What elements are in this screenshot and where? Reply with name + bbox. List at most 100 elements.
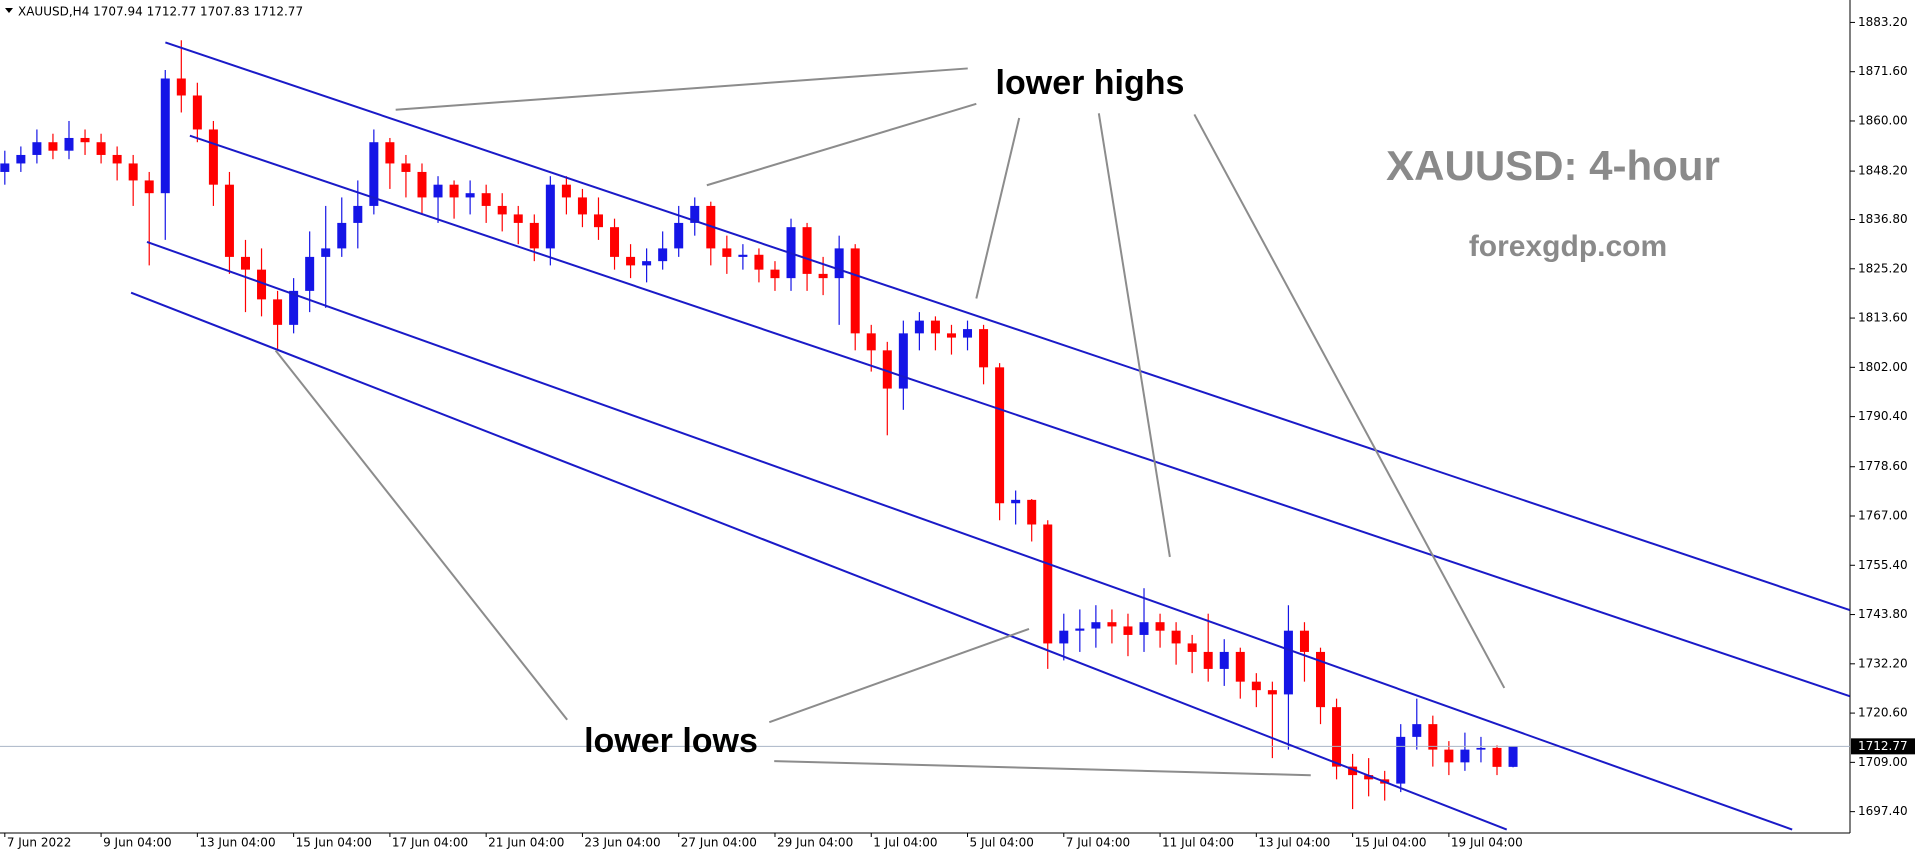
candle-body	[192, 95, 202, 130]
candle-body	[593, 214, 603, 228]
candle-body	[513, 214, 523, 223]
x-tick-label: 9 Jun 04:00	[103, 836, 172, 850]
y-tick-label: 1825.20	[1858, 261, 1908, 275]
candle-body	[273, 299, 283, 325]
candle-body	[144, 180, 154, 194]
candle-body	[818, 273, 828, 279]
pointer-line	[774, 761, 1311, 775]
y-tick-label: 1813.60	[1858, 311, 1908, 325]
candle-body	[433, 184, 443, 198]
candle-body	[1171, 630, 1181, 644]
candle-body	[1316, 651, 1326, 708]
y-tick-label: 1755.40	[1858, 558, 1908, 572]
candle-body	[1508, 746, 1518, 767]
candle-body	[802, 227, 812, 274]
candle-body	[1203, 651, 1213, 669]
y-tick-label: 1848.20	[1858, 164, 1908, 178]
candle-body	[529, 222, 539, 249]
chart-header: XAUUSD,H4 1707.94 1712.77 1707.83 1712.7…	[18, 5, 303, 19]
candle-body	[1139, 622, 1149, 635]
candle-body	[401, 163, 411, 172]
candle-body	[1075, 628, 1085, 631]
candle-body	[1444, 749, 1454, 763]
candle-body	[417, 171, 427, 198]
candle-body	[1332, 707, 1342, 767]
candle-body	[979, 329, 989, 368]
x-tick-label: 1 Jul 04:00	[873, 836, 937, 850]
candle-body	[1283, 630, 1293, 695]
candle-body	[289, 290, 299, 325]
candle-body	[1299, 630, 1309, 652]
candle-body	[128, 163, 138, 181]
candle-body	[1348, 766, 1358, 776]
candle-body	[930, 320, 940, 334]
candle-body	[385, 142, 395, 164]
candle-body	[754, 254, 764, 270]
candle-body	[224, 184, 234, 257]
x-tick-label: 15 Jul 04:00	[1355, 836, 1427, 850]
candle-body	[642, 261, 652, 266]
x-tick-label: 13 Jun 04:00	[199, 836, 275, 850]
candle-body	[353, 205, 363, 223]
y-tick-label: 1871.60	[1858, 64, 1908, 78]
x-tick-label: 29 Jun 04:00	[777, 836, 853, 850]
candle-body	[305, 256, 315, 291]
candle-body	[690, 205, 700, 223]
candle-body	[1235, 651, 1245, 682]
x-tick-label: 11 Jul 04:00	[1162, 836, 1234, 850]
annotation: lower lows	[584, 722, 758, 760]
candle-body	[577, 197, 587, 215]
candle-body	[1412, 724, 1422, 737]
y-tick-label: 1697.40	[1858, 804, 1908, 818]
candle-body	[658, 248, 668, 262]
candle-body	[850, 248, 860, 334]
candle-body	[898, 333, 908, 389]
candle-body	[369, 142, 379, 206]
y-tick-label: 1743.80	[1858, 607, 1908, 621]
candle-body	[1428, 724, 1438, 750]
menu-triangle	[5, 8, 13, 13]
candle-body	[674, 222, 684, 249]
candle-body	[1251, 681, 1261, 691]
candle-body	[946, 333, 956, 338]
y-tick-label: 1860.00	[1858, 113, 1908, 127]
x-tick-label: 21 Jun 04:00	[488, 836, 564, 850]
y-tick-label: 1836.80	[1858, 212, 1908, 226]
candle-body	[240, 256, 250, 270]
x-tick-label: 5 Jul 04:00	[970, 836, 1034, 850]
channel-line	[131, 293, 1507, 830]
candle-body	[610, 227, 620, 257]
candle-body	[738, 254, 748, 257]
candle-body	[1364, 775, 1374, 780]
x-tick-label: 7 Jun 2022	[7, 836, 72, 850]
candle-body	[866, 333, 876, 351]
pointer-line	[769, 629, 1029, 722]
candle-body	[337, 222, 347, 249]
candle-body	[1027, 499, 1037, 525]
x-tick-label: 27 Jun 04:00	[681, 836, 757, 850]
candle-body	[321, 248, 331, 257]
x-tick-label: 15 Jun 04:00	[296, 836, 372, 850]
candle-body	[160, 78, 170, 194]
x-tick-label: 13 Jul 04:00	[1258, 836, 1330, 850]
candle-body	[112, 154, 122, 164]
candle-body	[1476, 747, 1486, 750]
last-price-label: 1712.77	[1858, 739, 1908, 753]
candle-body	[1396, 736, 1406, 784]
candle-body	[0, 163, 10, 172]
y-tick-label: 1883.20	[1858, 15, 1908, 29]
candle-body	[545, 184, 555, 249]
pointer-line	[707, 104, 977, 185]
source: forexgdp.com	[1469, 230, 1667, 263]
candle-body	[1059, 630, 1069, 644]
annotation: lower highs	[996, 64, 1185, 102]
pointer-line	[976, 118, 1019, 299]
x-tick-label: 7 Jul 04:00	[1066, 836, 1130, 850]
channel-line	[165, 42, 1849, 610]
candle-body	[626, 256, 636, 266]
candle-body	[16, 154, 26, 164]
candle-body	[882, 350, 892, 389]
candle-body	[722, 248, 732, 257]
